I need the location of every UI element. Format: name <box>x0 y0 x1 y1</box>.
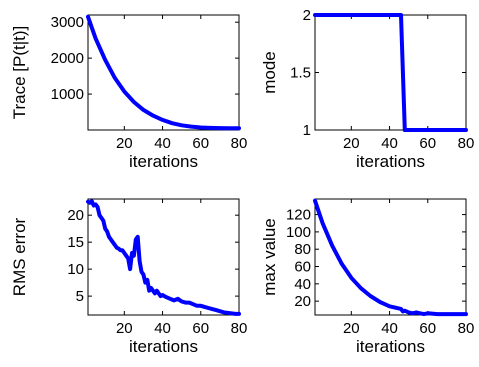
y-tick-label: 5 <box>76 288 84 305</box>
y-tick-label: 10 <box>67 261 84 278</box>
y-tick-label: 1000 <box>51 86 84 103</box>
y-tick-label: 2000 <box>51 50 84 67</box>
y-tick-label: 20 <box>67 207 84 224</box>
y-tick-label: 120 <box>286 207 311 224</box>
x-tick-label: 20 <box>343 135 360 152</box>
x-axis-label: iterations <box>129 337 198 356</box>
series-line <box>313 198 468 317</box>
x-tick-label: 80 <box>458 135 475 152</box>
y-axis-label: mode <box>260 51 279 94</box>
x-tick-label: 40 <box>154 135 171 152</box>
x-tick-label: 40 <box>154 320 171 337</box>
y-tick-label: 80 <box>294 241 311 258</box>
y-axis-label: Trace [P(t|t)] <box>10 26 29 120</box>
trace-panel: 20 40 60 80 1000 2000 3000 iterations Trace [P(t… <box>10 14 247 171</box>
x-tick-label: 20 <box>116 320 133 337</box>
y-tick-label: 40 <box>294 276 311 293</box>
y-tick-label: 2 <box>303 7 311 24</box>
y-axis-label: RMS error <box>10 217 29 296</box>
axes-frame <box>87 198 240 316</box>
x-tick-label: 80 <box>231 320 248 337</box>
x-tick-label: 80 <box>458 320 475 337</box>
x-tick-label: 80 <box>231 135 248 152</box>
series-line <box>313 13 468 132</box>
y-tick-label: 60 <box>294 259 311 276</box>
series-line <box>86 14 241 131</box>
y-tick-label: 100 <box>286 224 311 241</box>
axes-frame <box>87 14 240 131</box>
x-tick-label: 40 <box>381 135 398 152</box>
y-axis-label: max value <box>260 218 279 295</box>
y-tick-label: 15 <box>67 234 84 251</box>
x-tick-label: 20 <box>343 320 360 337</box>
y-tick-label: 20 <box>294 293 311 310</box>
x-tick-label: 60 <box>419 320 436 337</box>
x-tick-label: 40 <box>381 320 398 337</box>
x-tick-label: 60 <box>192 135 209 152</box>
x-axis-label: iterations <box>356 152 425 171</box>
y-tick-label: 1.5 <box>290 65 311 82</box>
x-tick-label: 60 <box>192 320 209 337</box>
mode-panel: 20 40 60 80 1 1.5 2 iterations mode <box>260 7 474 171</box>
axes-frame <box>314 198 467 316</box>
series-line <box>86 199 241 316</box>
axes-frame <box>314 14 467 131</box>
x-axis-label: iterations <box>356 337 425 356</box>
x-tick-label: 20 <box>116 135 133 152</box>
y-tick-label: 1 <box>303 122 311 139</box>
x-axis-label: iterations <box>129 152 198 171</box>
y-tick-label: 3000 <box>51 14 84 31</box>
x-tick-label: 60 <box>419 135 436 152</box>
